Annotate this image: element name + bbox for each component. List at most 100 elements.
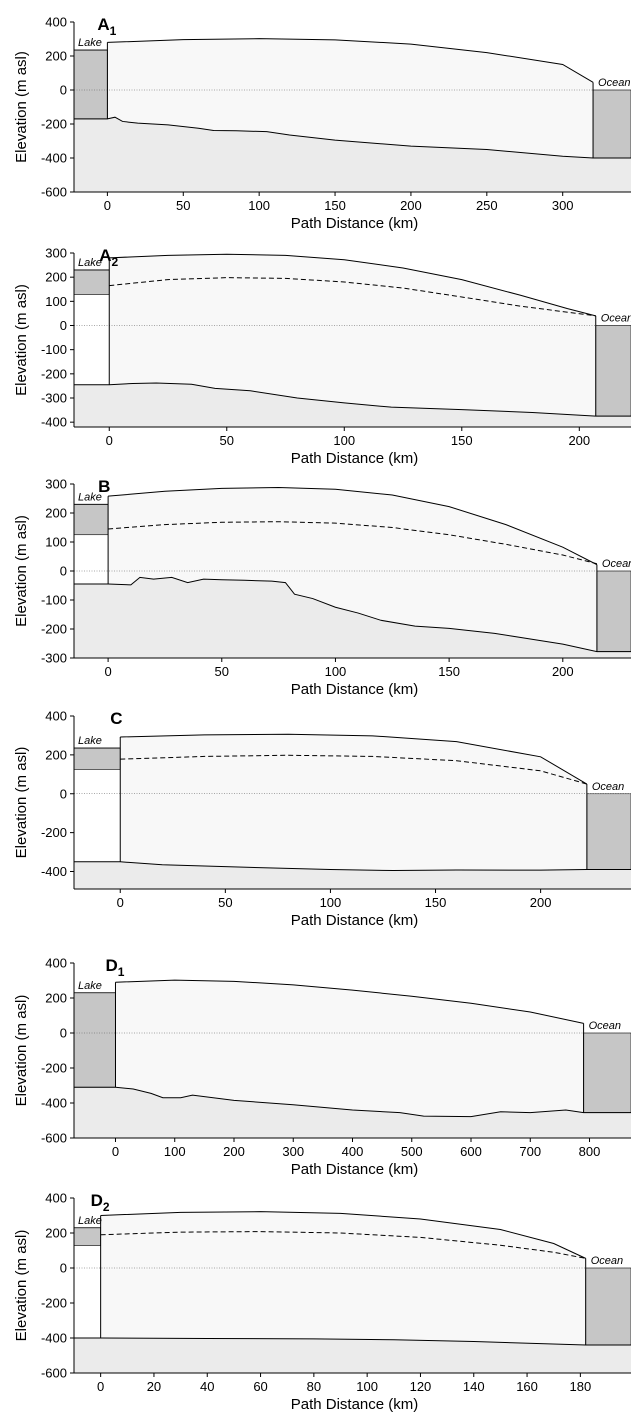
y-tick-label: 400 [45, 956, 67, 971]
x-tick-label: 60 [253, 1379, 267, 1394]
y-tick-label: -100 [41, 593, 67, 608]
y-tick-label: 0 [60, 564, 67, 579]
x-tick-label: 400 [342, 1144, 364, 1159]
ice-sheet-body [115, 980, 584, 1117]
panel-label-subscript: 2 [103, 1200, 110, 1214]
x-tick-label: 100 [325, 664, 347, 679]
ocean-label: Ocean [602, 558, 631, 570]
lake-water [73, 1227, 101, 1246]
ice-surface-line [100, 1211, 586, 1259]
x-axis-label: Path Distance (km) [291, 912, 419, 929]
x-tick-label: 150 [425, 895, 447, 910]
y-tick-label: 300 [45, 477, 67, 492]
ice-sheet-body [120, 734, 587, 871]
x-tick-label: 50 [215, 664, 229, 679]
panel-label: B [98, 477, 110, 496]
y-tick-label: 200 [45, 991, 67, 1006]
chart-panel-5: -600 -400 -200 0 200 400 0 100 200 300 400 500 600 70… [13, 956, 631, 1178]
x-tick-label: 100 [320, 895, 342, 910]
x-tick-label: 800 [579, 1144, 601, 1159]
panel-label-letter: D [105, 956, 117, 975]
y-tick-label: 400 [45, 1191, 67, 1206]
x-tick-label: 40 [200, 1379, 214, 1394]
ice-surface-line [115, 979, 584, 1024]
panel-label-subscript: 1 [110, 24, 117, 38]
bed-profile-line [74, 1086, 631, 1118]
x-tick-label: 200 [552, 664, 574, 679]
x-axis-label: Path Distance (km) [291, 1161, 419, 1178]
x-tick-label: 200 [568, 433, 590, 448]
y-tick-label: 100 [45, 535, 67, 550]
y-tick-label: 300 [45, 246, 67, 261]
y-axis-label: Elevation (m asl) [13, 284, 30, 396]
x-axis-label: Path Distance (km) [291, 681, 419, 698]
y-axis-label: Elevation (m asl) [13, 51, 30, 163]
x-tick-label: 0 [106, 433, 113, 448]
bed-profile-line [74, 861, 631, 872]
x-tick-label: 50 [218, 895, 232, 910]
chart-panel-3: -300 -200 -100 0 100 200 300 0 50 100 150 200 Path D… [13, 477, 631, 698]
bed-profile-line [74, 1337, 631, 1346]
x-tick-label: 180 [570, 1379, 592, 1394]
y-tick-label: 0 [60, 83, 67, 98]
y-tick-label: -200 [41, 117, 67, 132]
ocean-label: Ocean [591, 1255, 623, 1267]
x-tick-label: 150 [438, 664, 460, 679]
x-tick-label: 300 [282, 1144, 304, 1159]
ice-sheet-body [100, 1211, 586, 1345]
x-tick-label: 0 [104, 664, 111, 679]
y-tick-label: -600 [41, 1366, 67, 1381]
panel-label-letter: D [91, 1191, 103, 1210]
panel-label-letter: A [99, 246, 111, 265]
bedrock-area [74, 1338, 631, 1373]
y-axis-label: Elevation (m asl) [13, 747, 30, 859]
lake-label: Lake [78, 980, 102, 992]
x-tick-label: 80 [307, 1379, 321, 1394]
y-tick-label: -100 [41, 342, 67, 357]
ice-surface-line [120, 733, 588, 785]
x-tick-label: 100 [248, 198, 270, 213]
bed-profile-line [74, 576, 631, 653]
y-tick-label: 400 [45, 15, 67, 30]
y-tick-label: -400 [41, 1331, 67, 1346]
x-tick-label: 0 [112, 1144, 119, 1159]
lake-label: Lake [78, 257, 102, 269]
y-tick-label: -200 [41, 622, 67, 637]
ice-sheet-body [107, 38, 594, 158]
x-tick-label: 50 [220, 433, 234, 448]
ocean-label: Ocean [598, 77, 630, 89]
lake-label: Lake [78, 491, 102, 503]
x-tick-label: 100 [333, 433, 355, 448]
x-axis-label: Path Distance (km) [291, 215, 419, 232]
x-tick-label: 20 [147, 1379, 161, 1394]
x-tick-label: 200 [530, 895, 552, 910]
lake-label: Lake [78, 37, 102, 49]
panel-label: A2 [99, 246, 118, 269]
y-tick-label: -600 [41, 1131, 67, 1146]
ice-surface-line [107, 38, 594, 83]
chart-panel-4: -400 -200 0 200 400 0 50 100 150 200 Path Distance… [13, 709, 631, 929]
lake-label: Lake [78, 735, 102, 747]
y-tick-label: 200 [45, 49, 67, 64]
bedrock-area [74, 117, 631, 192]
y-tick-label: -200 [41, 366, 67, 381]
x-tick-label: 140 [463, 1379, 485, 1394]
ocean-water [595, 325, 631, 417]
x-axis-label: Path Distance (km) [291, 450, 419, 467]
ocean-water [585, 1267, 631, 1346]
y-tick-label: 200 [45, 270, 67, 285]
ice-sheet-body [109, 254, 596, 417]
panel-label-subscript: 1 [118, 965, 125, 979]
panel-label: A1 [97, 15, 116, 38]
ocean-water [586, 793, 631, 870]
x-tick-label: 500 [401, 1144, 423, 1159]
y-tick-label: 0 [60, 786, 67, 801]
x-tick-label: 300 [552, 198, 574, 213]
x-tick-label: 50 [176, 198, 190, 213]
panel-label: D1 [105, 956, 124, 979]
y-tick-label: -200 [41, 1296, 67, 1311]
ice-surface-line [108, 486, 598, 566]
x-tick-label: 150 [451, 433, 473, 448]
panel-label: C [110, 709, 122, 728]
ocean-label: Ocean [589, 1020, 621, 1032]
